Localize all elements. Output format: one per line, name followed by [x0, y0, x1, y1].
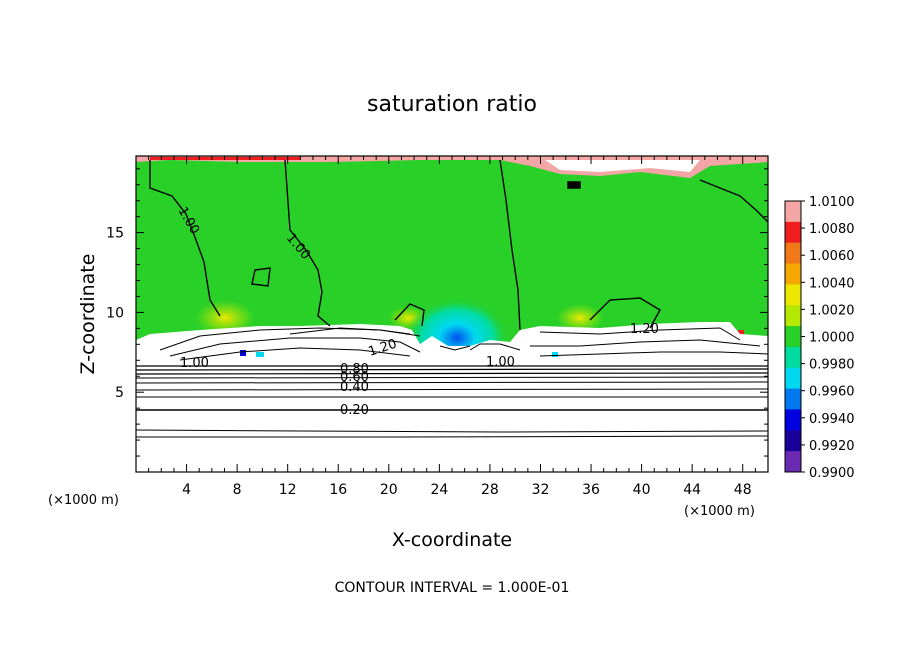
- x-axis: 4 8 12 16 20 24 28 32 36 40 44 48: [148, 156, 756, 498]
- x-tick-label: 28: [481, 482, 499, 498]
- contour-label: 1.00: [180, 356, 209, 371]
- x-tick-label: 12: [279, 482, 297, 498]
- contour-label: 0.40: [340, 380, 369, 395]
- colorbar-label: 0.9980: [809, 358, 855, 373]
- y-axis-label: Z-coordinate: [77, 254, 99, 375]
- contour-lines-cloud: [159, 327, 768, 361]
- colorbar-swatch: [785, 367, 801, 390]
- colorbar-label: 0.9940: [809, 412, 855, 427]
- contour-label: 0.80: [340, 362, 369, 377]
- x-tick-label: 8: [233, 482, 242, 498]
- colorbar-label: 1.0040: [809, 276, 855, 291]
- cyan-speck: [552, 352, 558, 357]
- x-unit-right: (×1000 m): [684, 504, 755, 519]
- colorbar-swatch: [785, 284, 801, 306]
- stable-layer: [136, 372, 768, 472]
- x-tick-label: 32: [532, 482, 550, 498]
- contour-label: 0.20: [340, 403, 369, 418]
- x-tick-label: 36: [582, 482, 600, 498]
- contour-label: 1.00: [486, 355, 515, 370]
- colorbar: 1.0100 1.0080 1.0060 1.0040 1.0020 1.0000 0.99…: [784, 195, 855, 481]
- colorbar-swatch: [785, 346, 801, 369]
- x-tick-label: 40: [633, 482, 651, 498]
- x-unit-left: (×1000 m): [48, 493, 119, 508]
- colorbar-swatch: [785, 201, 801, 223]
- contour-label: 1.20: [630, 322, 659, 337]
- x-tick-label: 16: [329, 482, 347, 498]
- contour-lines-stable: [136, 365, 768, 438]
- colorbar-swatch: [785, 409, 801, 431]
- colorbar-label: 1.0080: [809, 222, 855, 237]
- yellow-blob: [556, 304, 604, 332]
- y-tick-label: 10: [106, 305, 124, 321]
- colorbar-label: 0.9900: [809, 466, 855, 481]
- colorbar-swatch: [785, 326, 801, 348]
- colorbar-swatch: [785, 263, 801, 285]
- y-tick-label: 5: [115, 385, 124, 401]
- colorbar-swatch: [785, 388, 801, 410]
- x-tick-label: 24: [430, 482, 448, 498]
- colorbar-label: 1.0000: [809, 331, 855, 346]
- colorbar-swatch: [785, 221, 801, 244]
- yellow-blob: [195, 300, 255, 336]
- colorbar-label: 1.0100: [809, 195, 855, 210]
- colorbar-label: 0.9960: [809, 385, 855, 400]
- x-tick-label: 44: [683, 482, 701, 498]
- contour-lines-upper: [149, 159, 768, 331]
- colorbar-label: 0.9920: [809, 439, 855, 454]
- x-tick-label: 20: [380, 482, 398, 498]
- colorbar-label: 1.0020: [809, 303, 855, 318]
- colorbar-swatch: [785, 430, 801, 452]
- x-tick-label: 48: [734, 482, 752, 498]
- chart-title: saturation ratio: [367, 92, 537, 117]
- colorbar-swatch: [785, 305, 801, 327]
- colorbar-label: 1.0060: [809, 249, 855, 264]
- x-tick-label: 4: [182, 482, 191, 498]
- colorbar-swatch: [785, 451, 801, 473]
- contour-interval-note: CONTOUR INTERVAL = 1.000E-01: [335, 580, 570, 596]
- top-white-region: [545, 160, 700, 172]
- y-tick-label: 15: [106, 226, 124, 242]
- colorbar-swatch: [785, 242, 801, 265]
- blue-speck: [240, 350, 246, 356]
- cloud-layer: [136, 322, 768, 372]
- x-axis-label: X-coordinate: [392, 529, 512, 551]
- cyan-speck: [256, 352, 264, 357]
- contour-label: 0.60: [340, 370, 369, 385]
- y-axis: 5 10 15: [106, 168, 768, 457]
- top-edge-red: [150, 157, 300, 160]
